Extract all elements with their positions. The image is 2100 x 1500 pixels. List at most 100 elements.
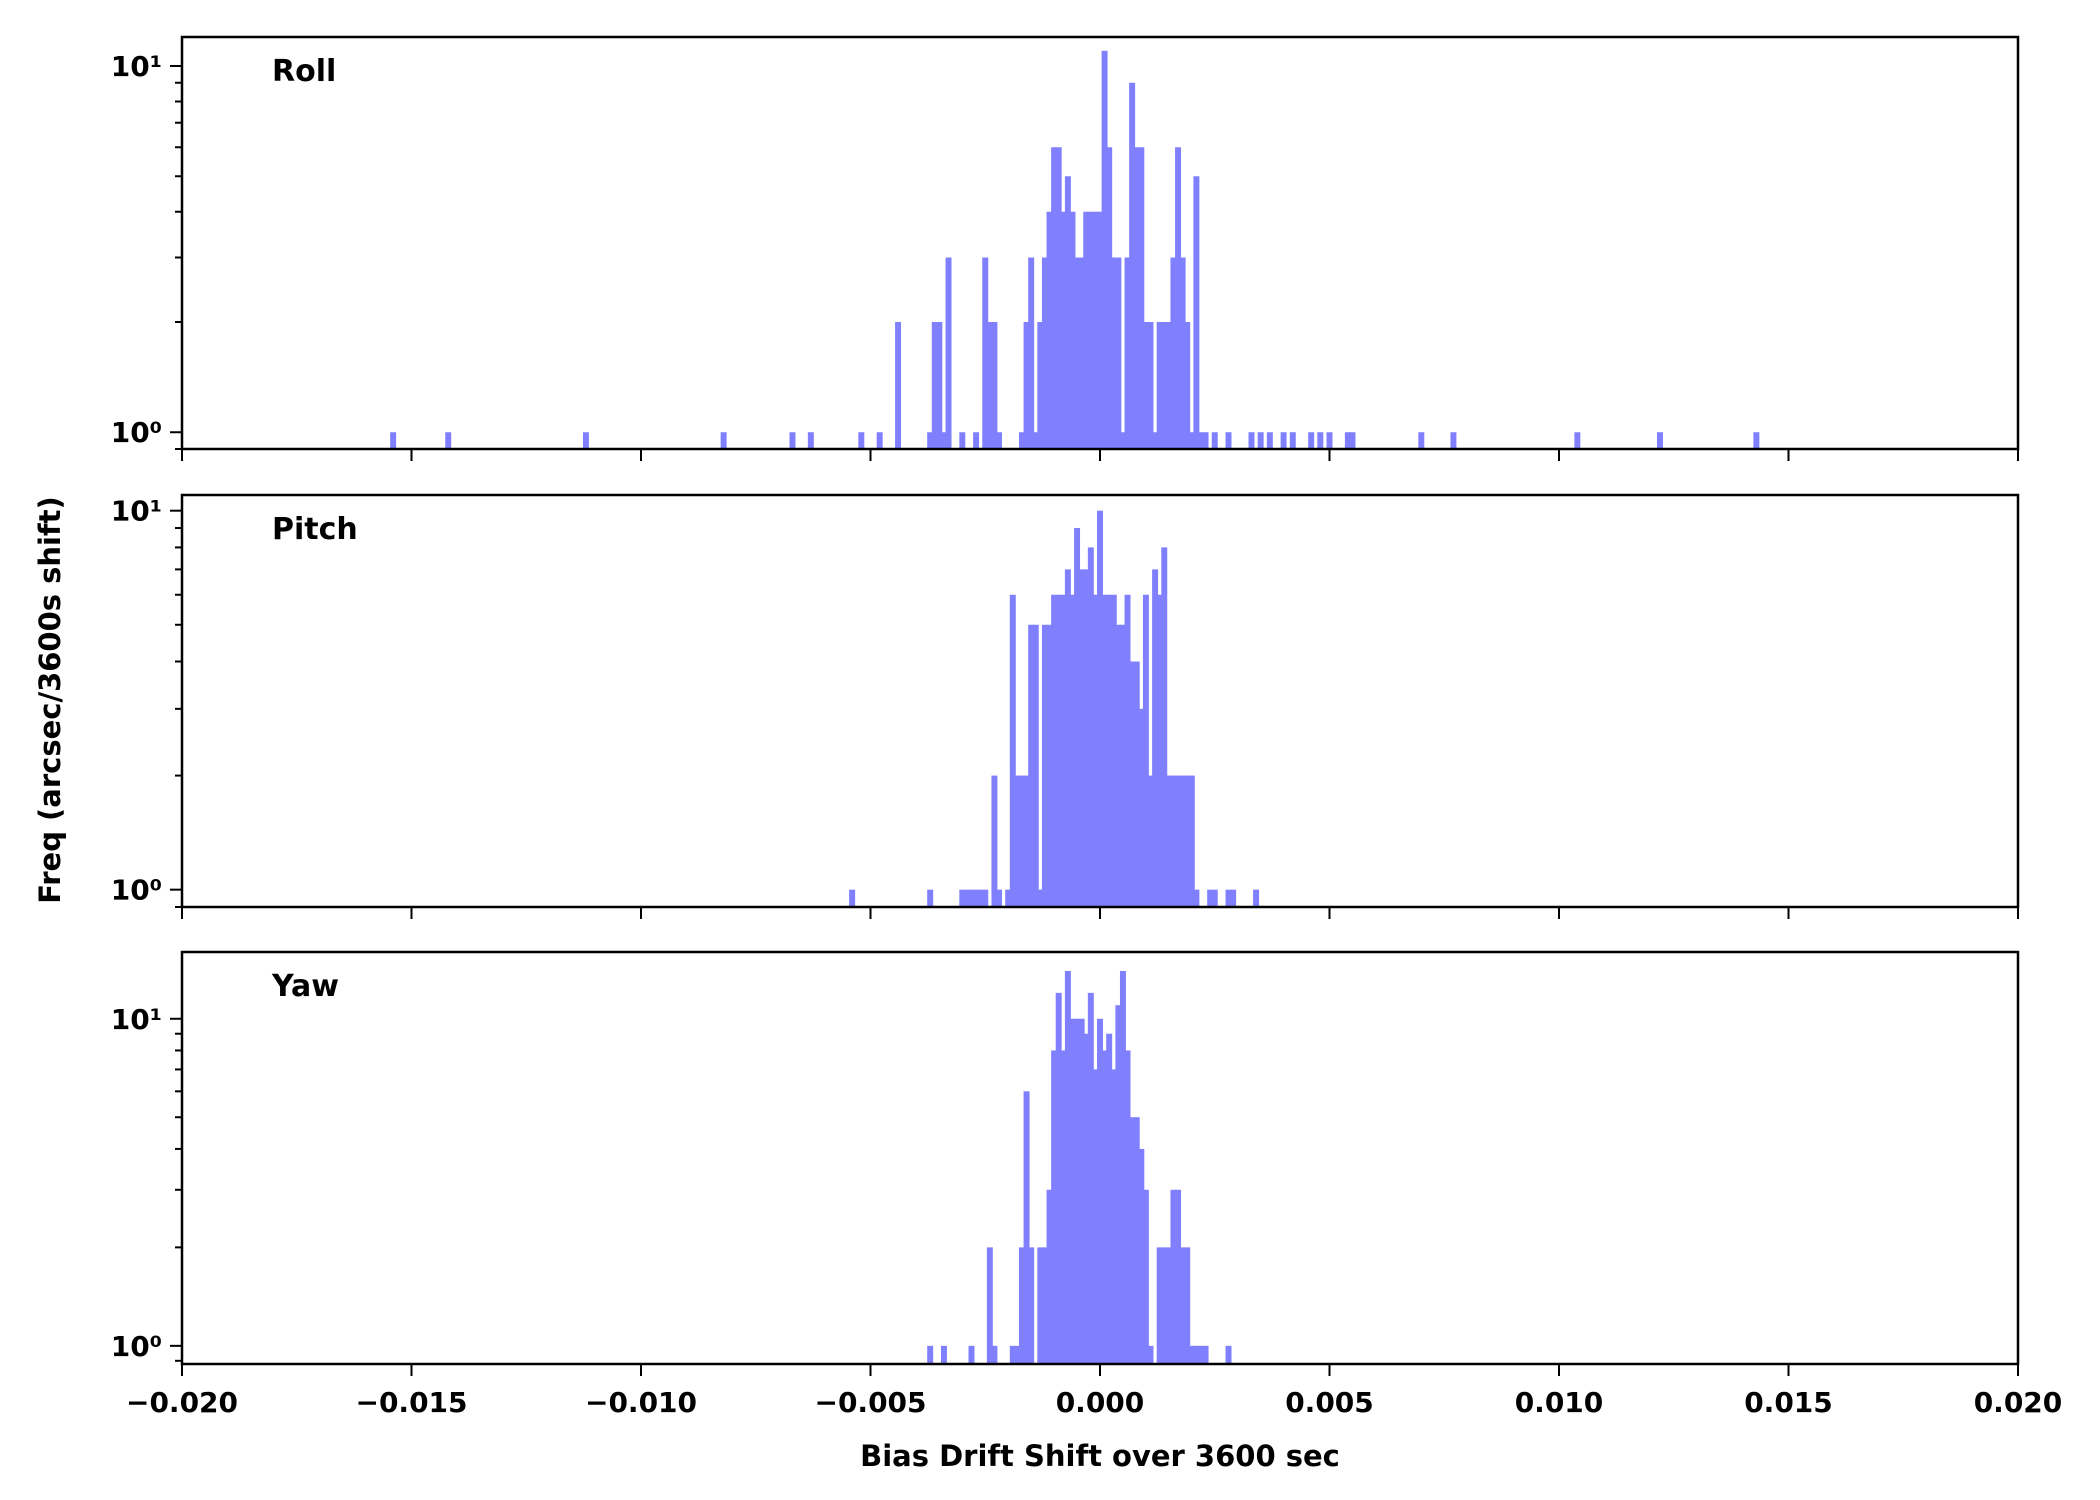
histogram-bar [1009, 594, 1016, 907]
histogram-bar [1055, 147, 1062, 449]
histogram-bar [1069, 1018, 1076, 1364]
histogram-bar [1574, 432, 1581, 449]
histogram-bar [1170, 257, 1177, 449]
histogram-bar [968, 1345, 975, 1364]
histogram-bar [1046, 211, 1053, 449]
panel-label: Pitch [272, 512, 358, 547]
histogram-bar [963, 889, 970, 907]
x-axis-title: Bias Drift Shift over 3600 sec [860, 1439, 1340, 1473]
histogram-bar [1037, 889, 1044, 907]
histogram-bar [1280, 432, 1287, 449]
histogram-bar [1161, 321, 1168, 449]
panel-pitch: Pitch 10⁰ 10¹ [111, 493, 2020, 919]
histogram-bar [789, 432, 796, 449]
y-tick-label: 10⁰ [111, 416, 162, 449]
histogram-bar [1018, 1247, 1025, 1364]
histogram-bar [1266, 432, 1273, 449]
histogram-bar [1124, 1050, 1131, 1364]
histogram-bar [1188, 1345, 1195, 1364]
histogram-bar [1083, 1033, 1090, 1364]
histogram-bar [1188, 775, 1195, 907]
histogram-bar [1097, 510, 1103, 907]
histogram-bar [1032, 432, 1039, 449]
histogram-bar [1115, 257, 1122, 449]
histogram-bar [1184, 775, 1191, 907]
histogram-bar [986, 321, 993, 449]
histogram-bar [1028, 257, 1035, 449]
histogram-bar [1207, 889, 1214, 907]
histogram-bar [986, 1247, 993, 1364]
histogram-bar [1138, 708, 1145, 907]
x-tick-label: 0.000 [1056, 1386, 1145, 1419]
histogram-bar [1193, 176, 1200, 449]
histogram-bar [931, 321, 938, 449]
histogram-bar [959, 889, 966, 907]
histogram-bar [1184, 1247, 1191, 1364]
histogram-bar [1147, 321, 1154, 449]
histogram-bar [1202, 1345, 1209, 1364]
y-tick-label: 10⁰ [111, 874, 162, 907]
histogram-bar [1165, 775, 1172, 907]
histogram-bar [1129, 1117, 1136, 1364]
histogram-bar [1133, 1117, 1140, 1364]
histogram-bar [1198, 432, 1204, 449]
histogram-bar [1230, 889, 1237, 907]
histogram-bar [1317, 432, 1324, 449]
histogram-bar [1106, 594, 1113, 907]
histogram-bar [1009, 1345, 1016, 1364]
y-axis-title: Freq (arcsec/3600s shift) [33, 496, 67, 903]
histogram-bar [1087, 547, 1094, 907]
histogram-bar [895, 321, 902, 449]
histogram-bar [1064, 970, 1071, 1364]
histogram-bar [1198, 1345, 1204, 1364]
histogram-bar [936, 321, 943, 449]
histogram-bar [1087, 211, 1094, 449]
histogram-bar [959, 432, 966, 449]
histogram-bar [973, 889, 980, 907]
x-tick-label: 0.020 [1974, 1386, 2063, 1419]
histogram-bar [1248, 432, 1255, 449]
histogram-bar [1106, 147, 1113, 449]
x-tick-label: 0.010 [1515, 1386, 1604, 1419]
histogram-bar [1147, 1345, 1154, 1364]
panel-label: Yaw [271, 969, 339, 1004]
histogram-bar [973, 432, 980, 449]
histogram-bar [1344, 432, 1351, 449]
histogram-bar [1046, 1189, 1053, 1364]
y-tick-label: 10¹ [111, 50, 162, 83]
histogram-bar [1179, 775, 1186, 907]
histogram-bar [1289, 432, 1296, 449]
histogram-bar [1110, 257, 1117, 449]
histogram-bar [1175, 147, 1182, 449]
y-tick-label: 10¹ [111, 495, 162, 528]
histogram-bar [1083, 211, 1090, 449]
histogram-bar [1101, 50, 1108, 450]
histogram-bar [582, 432, 589, 449]
histogram-bar [1060, 594, 1067, 907]
histogram-bar [1074, 528, 1081, 907]
x-tick-label: −0.015 [355, 1386, 467, 1419]
histogram-bar [1078, 569, 1085, 907]
histogram-bar [1142, 1189, 1149, 1364]
histogram-bar [1018, 775, 1025, 907]
histogram-bar [390, 432, 397, 449]
histogram-bar [1225, 432, 1232, 449]
x-tick-label: −0.005 [814, 1386, 926, 1419]
histogram-bar [1188, 432, 1195, 449]
histogram-bar [940, 432, 947, 449]
histogram-bar [1083, 569, 1090, 907]
histogram-bar [945, 257, 952, 449]
histogram-bar [1165, 321, 1172, 449]
histogram-bar [720, 432, 727, 449]
histogram-bar [1133, 147, 1140, 449]
histogram-bar [1124, 257, 1131, 449]
histogram-bar [1097, 211, 1103, 449]
histogram-bar [1055, 594, 1062, 907]
histogram-bar [1074, 257, 1081, 449]
histogram-bar [1014, 1345, 1021, 1364]
histogram-bar [1051, 1050, 1058, 1364]
histogram-bar [927, 1345, 934, 1364]
histogram-bar [1161, 547, 1168, 907]
histogram-bar [1147, 775, 1154, 907]
